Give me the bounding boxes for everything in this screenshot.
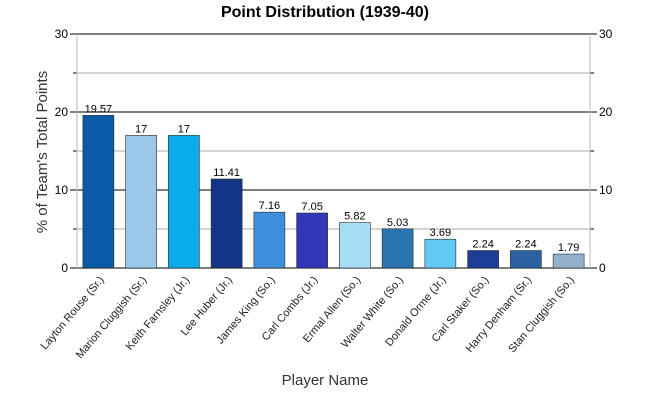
y-axis-label: % of Team's Total Points	[34, 71, 51, 233]
category-label: Marion Cluggish (Sr.)	[74, 274, 150, 361]
bar	[467, 250, 499, 269]
data-label: 5.03	[387, 217, 408, 229]
data-label: 7.05	[301, 201, 322, 213]
bar	[381, 228, 414, 269]
y-tick-label-left: 20	[55, 105, 69, 119]
y-tick-label-right: 10	[599, 183, 613, 197]
data-label: 5.82	[344, 211, 365, 223]
data-label: 17	[178, 123, 190, 135]
data-label: 7.16	[259, 200, 280, 212]
axes: 0 0 10 10 20 20 30 30	[55, 27, 613, 275]
y-tick-label-left: 0	[61, 261, 68, 275]
chart-title: Point Distribution (1939-40)	[221, 4, 429, 21]
data-label: 17	[135, 123, 147, 135]
bar	[424, 238, 457, 269]
y-tick-label-left: 30	[55, 27, 69, 41]
data-label: 19.57	[85, 103, 113, 115]
y-tick-label-right: 20	[599, 105, 613, 119]
data-label: 1.79	[558, 242, 579, 254]
data-label: 2.24	[472, 239, 493, 251]
bar	[253, 211, 286, 269]
gridlines	[77, 33, 590, 269]
bar	[552, 253, 585, 269]
data-label: 11.41	[213, 167, 240, 179]
bars	[82, 115, 585, 269]
bar	[82, 115, 115, 269]
data-label: 3.69	[430, 227, 451, 239]
y-tick-label-right: 30	[599, 27, 613, 41]
bar	[168, 135, 200, 269]
bar	[296, 212, 328, 269]
y-tick-label-left: 10	[55, 183, 69, 197]
bar	[339, 222, 371, 269]
data-labels: 19.57 17 17 11.41 7.16 7.05 5.82 5.03 3.69 2.24 2.…	[85, 103, 580, 254]
bar	[210, 178, 243, 269]
bar	[510, 250, 542, 269]
bar	[125, 135, 157, 269]
data-label: 2.24	[515, 239, 536, 251]
x-axis-label: Player Name	[282, 372, 369, 389]
y-tick-label-right: 0	[599, 261, 606, 275]
category-labels: Layton Rouse (Sr.)Marion Cluggish (Sr.)K…	[39, 274, 577, 361]
